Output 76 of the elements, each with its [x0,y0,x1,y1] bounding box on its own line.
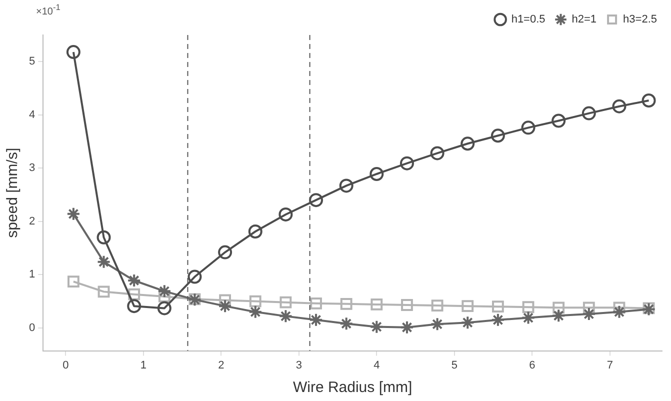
point [370,298,383,310]
point [66,206,80,221]
point [67,276,80,288]
point [219,294,231,306]
point [552,302,565,314]
point [248,304,262,319]
point [278,207,293,222]
point [462,300,474,312]
y-axis-title: speed [mm/s] [4,148,22,238]
point [460,316,475,330]
x-tick-label: 6 [529,359,536,372]
point [188,270,202,284]
point [612,304,626,319]
point [492,300,504,313]
y-tick-label: 4 [28,108,36,121]
point [248,224,262,239]
point [278,309,293,324]
point [642,94,656,108]
point [552,114,566,128]
x-tick-label: 3 [296,359,302,372]
y-tick-label: 2 [28,215,36,228]
text: ×10$^{-1}$ [36,2,60,18]
point [218,245,232,260]
point [582,302,595,314]
point [66,45,80,60]
x-tick-label: 1 [140,359,146,372]
point [98,286,110,298]
point [400,156,414,170]
point [430,146,444,160]
point [521,120,536,135]
x-tick-label: 7 [606,359,613,372]
y-tick-label: 1 [28,268,36,281]
point [96,254,111,269]
point [401,299,413,311]
point [157,301,172,316]
point [370,166,384,181]
point [127,274,142,288]
point [310,297,322,310]
point [460,136,475,151]
point [249,295,262,308]
point [340,298,352,310]
y-tick-label: 5 [28,56,36,68]
point [218,299,232,314]
point [613,302,626,314]
y-tick-label: 0 [28,322,36,334]
y-tick-label: 3 [28,162,36,174]
point [431,300,444,312]
point [521,310,536,325]
point [128,288,140,300]
point [490,312,505,327]
x-axis-title: Wire Radius [mm] [292,379,412,396]
x-tick-label: 2 [218,359,224,372]
point [430,317,444,332]
point [158,290,170,302]
legend-label: h3=2.5 [623,14,657,26]
point [400,320,414,334]
point [582,307,596,322]
point [157,284,172,298]
point [582,106,596,120]
point [309,312,324,327]
point [522,301,534,314]
legend-label: h1=0.5 [511,14,546,26]
point [339,316,354,331]
point [552,308,566,323]
point [127,299,142,314]
point [309,193,324,208]
legend-label: h2=1 [572,14,597,26]
x-tick-label: 4 [374,359,380,372]
point [612,99,626,114]
point [490,128,505,143]
point [96,230,111,244]
x-tick-label: 0 [62,359,69,372]
x-tick-label: 5 [451,359,458,372]
point [280,296,292,308]
point [370,320,384,334]
point [339,178,354,193]
